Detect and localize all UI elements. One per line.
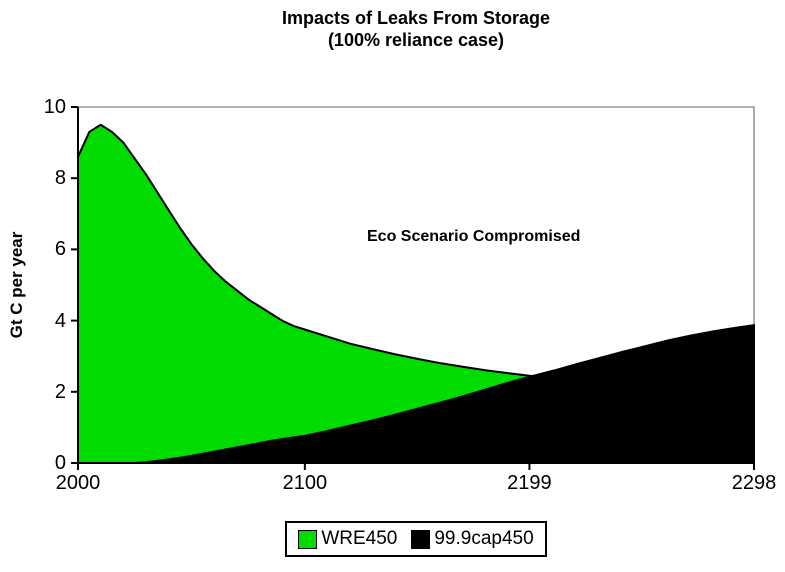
y-tick-label: 10 xyxy=(43,96,66,118)
legend: WRE450 99.9cap450 xyxy=(285,521,547,557)
x-tick-label: 2000 xyxy=(55,472,101,494)
chart-title-line2: (100% reliance case) xyxy=(327,30,505,50)
area-series-99-9cap450 xyxy=(78,324,755,464)
y-tick-label: 2 xyxy=(54,380,66,403)
legend-swatch-wre450 xyxy=(298,529,318,549)
chart-title-line1: Impacts of Leaks From Storage xyxy=(281,8,551,28)
x-tick-label: 2100 xyxy=(282,472,328,494)
annotation-eco-scenario-compromised: Eco Scenario Compromised xyxy=(367,228,581,245)
legend-label-wre450: WRE450 xyxy=(321,528,398,549)
legend-swatch-99-9cap450 xyxy=(411,529,431,549)
legend-label-99-9cap450: 99.9cap450 xyxy=(434,528,534,549)
y-tick-label: 8 xyxy=(54,167,66,190)
chart-title: Impacts of Leaks From Storage (100% reli… xyxy=(78,7,754,51)
x-tick-label: 2298 xyxy=(731,472,777,494)
y-tick-label: 6 xyxy=(54,238,66,261)
y-tick-label: 0 xyxy=(54,452,66,474)
x-tick-label: 2199 xyxy=(507,472,552,494)
y-tick-label: 4 xyxy=(54,309,66,332)
